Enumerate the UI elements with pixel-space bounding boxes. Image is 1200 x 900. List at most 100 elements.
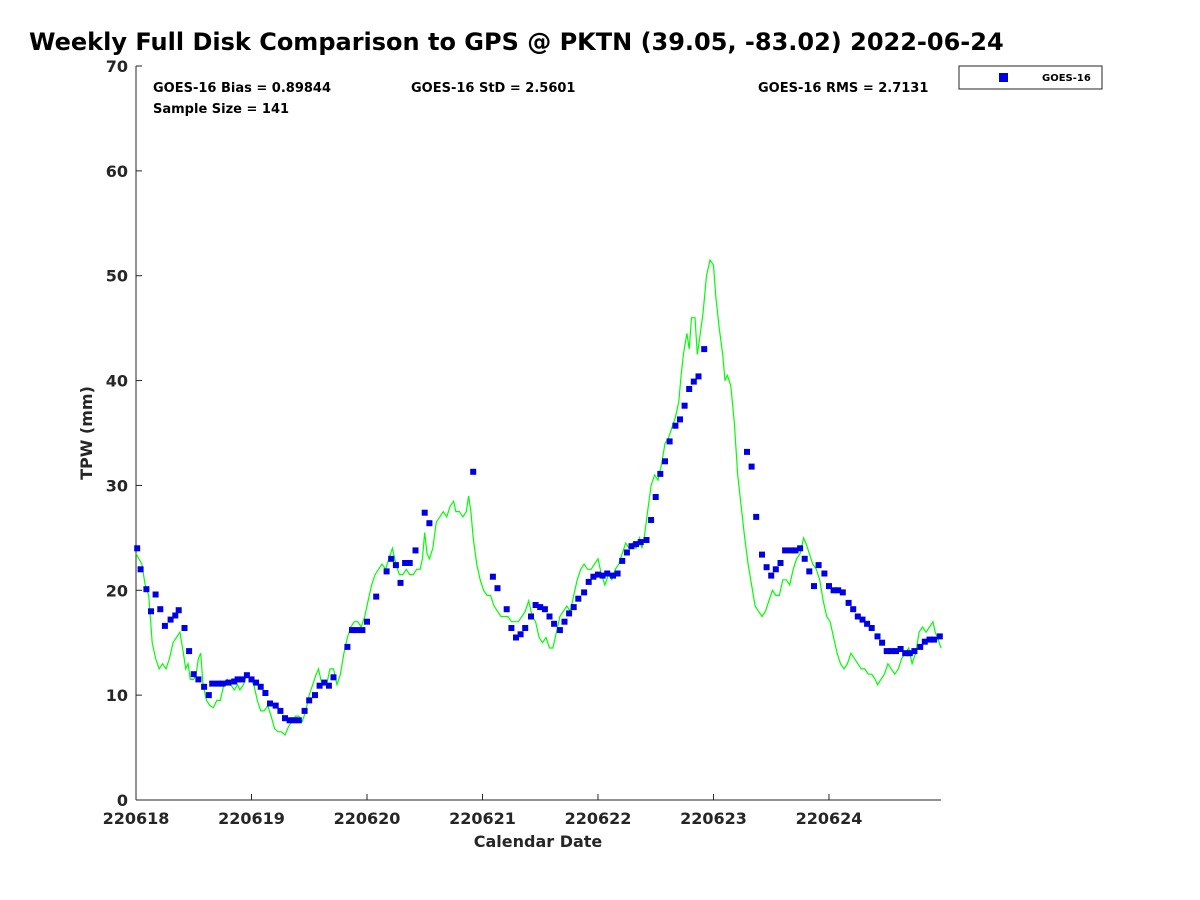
- goes16-point: [759, 551, 765, 558]
- goes16-point: [321, 679, 328, 686]
- goes16-point: [874, 633, 881, 640]
- goes16-point: [686, 386, 693, 392]
- goes16-point: [797, 545, 804, 552]
- x-tick-label: 220618: [103, 809, 170, 828]
- goes16-point: [575, 595, 582, 602]
- std-stat: GOES-16 StD = 2.5601: [411, 81, 575, 96]
- goes16-point: [209, 680, 216, 687]
- goes16-point: [633, 541, 640, 548]
- goes16-point: [551, 620, 558, 627]
- goes16-point: [234, 676, 241, 683]
- goes16-point: [839, 589, 846, 596]
- goes16-point: [695, 373, 702, 380]
- goes16-point: [628, 543, 635, 550]
- x-tick-label: 220621: [449, 809, 516, 828]
- goes16-point: [681, 402, 688, 409]
- goes16-point: [753, 513, 760, 520]
- goes16-point: [161, 622, 168, 629]
- goes16-point: [388, 555, 395, 562]
- goes16-point: [792, 547, 799, 554]
- goes16-point: [373, 593, 380, 600]
- goes16-point: [195, 676, 202, 683]
- goes16-point: [648, 517, 655, 523]
- goes16-point: [672, 422, 679, 429]
- y-tick-label: 70: [106, 57, 128, 76]
- goes16-point: [330, 674, 337, 681]
- goes16-point: [301, 707, 308, 714]
- goes16-point: [167, 616, 174, 623]
- y-tick-label: 30: [106, 476, 128, 495]
- goes16-point: [262, 690, 269, 696]
- goes16-point: [811, 583, 817, 590]
- goes16-point: [181, 625, 188, 631]
- goes16-point: [701, 346, 708, 353]
- goes16-point: [859, 616, 866, 623]
- y-tick-label: 40: [106, 372, 128, 391]
- goes16-point: [556, 627, 563, 634]
- goes16-point: [406, 560, 413, 566]
- legend-label-goes16: GOES-16: [1042, 73, 1091, 84]
- goes16-point: [186, 648, 193, 655]
- goes16-point: [205, 692, 212, 699]
- goes16-point: [585, 578, 592, 585]
- goes16-point: [175, 607, 182, 614]
- goes16-point: [845, 599, 852, 606]
- goes16-point: [541, 606, 548, 613]
- bias-stat: GOES-16 Bias = 0.89844: [153, 81, 331, 96]
- goes16-point: [272, 702, 279, 709]
- goes16-point: [152, 591, 159, 598]
- goes16-point: [508, 625, 515, 631]
- goes16-point: [570, 604, 577, 611]
- goes16-point: [267, 700, 273, 707]
- x-tick-label: 220619: [218, 809, 285, 828]
- goes16-point: [763, 564, 770, 571]
- goes16-point: [157, 606, 164, 613]
- goes16-point: [148, 608, 154, 615]
- y-tick-label: 60: [106, 162, 128, 181]
- goes16-point: [835, 587, 842, 594]
- goes16-point: [864, 620, 871, 627]
- goes16-point: [748, 463, 755, 470]
- goes16-point: [599, 572, 606, 579]
- goes16-point: [277, 707, 284, 714]
- goes16-point: [614, 570, 621, 577]
- goes16-point: [666, 438, 673, 445]
- goes16-point: [392, 562, 399, 569]
- y-tick-label: 20: [106, 581, 128, 600]
- goes16-point: [619, 557, 626, 564]
- rms-stat: GOES-16 RMS = 2.7131: [758, 81, 928, 96]
- goes16-point: [826, 583, 832, 590]
- goes16-point: [503, 606, 510, 613]
- goes16-point: [325, 682, 332, 689]
- goes16-point: [286, 717, 293, 724]
- goes16-point: [815, 562, 822, 569]
- goes16-point: [201, 683, 208, 690]
- goes16-point: [902, 650, 909, 657]
- goes16-point: [421, 509, 428, 516]
- goes16-point: [257, 683, 264, 690]
- gps-series: [135, 258, 942, 737]
- goes16-point: [868, 625, 875, 631]
- goes16-point: [248, 676, 255, 683]
- goes16-point: [316, 682, 323, 689]
- y-axis-title: TPW (mm): [77, 386, 96, 480]
- goes16-point: [215, 680, 221, 687]
- goes16-point: [657, 470, 664, 477]
- goes16-point: [561, 618, 568, 625]
- legend-box: [958, 65, 1103, 90]
- goes16-point: [359, 627, 366, 634]
- goes16-point: [595, 571, 601, 578]
- goes16-point: [143, 586, 150, 593]
- goes16-point: [383, 568, 390, 575]
- goes16-point: [623, 549, 630, 556]
- goes16-point: [291, 717, 298, 724]
- goes16-point: [397, 579, 404, 586]
- goes16-point: [652, 494, 659, 500]
- goes16-point: [931, 636, 938, 643]
- goes16-point: [231, 678, 238, 685]
- goes16-point: [936, 633, 943, 640]
- goes16-point: [637, 539, 644, 546]
- page-title: Weekly Full Disk Comparison to GPS @ PKT…: [29, 28, 1004, 56]
- goes16-point: [610, 572, 616, 579]
